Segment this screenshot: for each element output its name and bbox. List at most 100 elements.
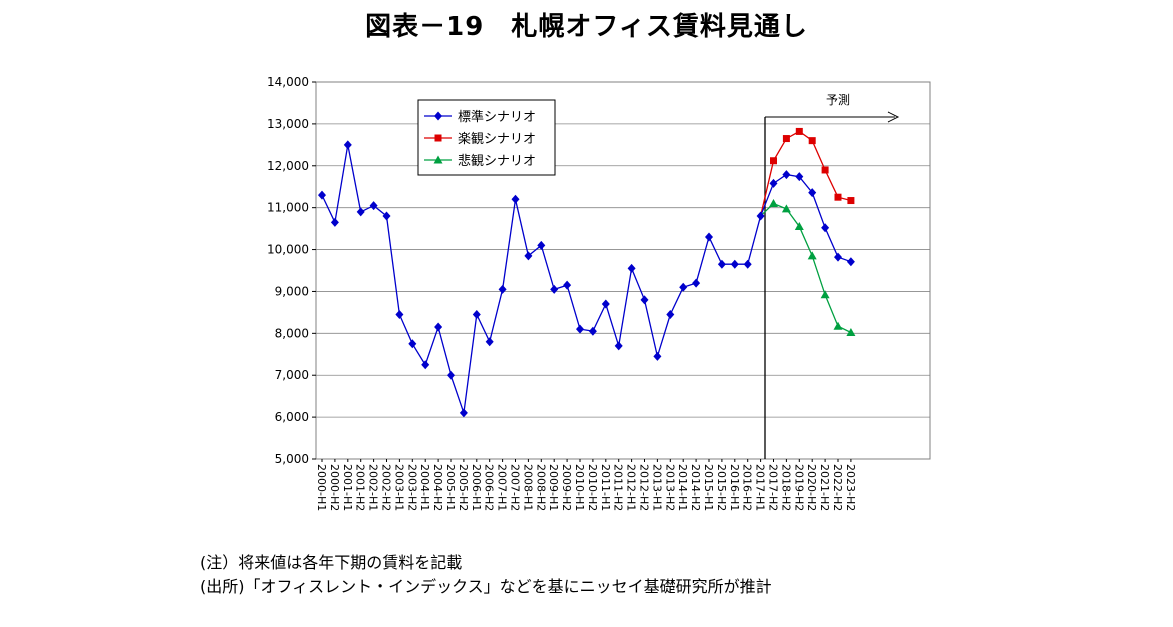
data-point	[820, 290, 830, 299]
x-tick-label: 2002-H1	[367, 464, 380, 511]
data-point	[653, 351, 662, 361]
x-tick-label: 2000-H2	[328, 464, 341, 511]
data-point	[782, 135, 790, 143]
x-tick-label: 2004-H2	[431, 464, 444, 511]
legend-label: 悲観シナリオ	[458, 153, 536, 169]
series-line	[760, 202, 852, 334]
data-point	[847, 197, 855, 205]
data-point	[679, 282, 688, 292]
x-tick-label: 2000-H1	[315, 464, 328, 511]
x-tick-label: 2011-H2	[612, 464, 625, 511]
x-tick-label: 2013-H2	[663, 464, 676, 511]
data-point	[550, 284, 559, 294]
x-tick-label: 2017-H1	[754, 464, 767, 511]
data-point	[834, 193, 842, 201]
data-point	[472, 309, 481, 319]
legend-diamond-icon	[434, 111, 442, 121]
data-point	[794, 222, 804, 231]
y-axis-ticks: 5,000 6,000 7,000 8,000 9,000 10,000 11,000 12,…	[267, 75, 316, 466]
data-point	[808, 137, 816, 145]
data-point	[576, 324, 584, 334]
y-tick-label: 11,000	[267, 201, 309, 215]
note-source: (出所)「オフィスレント・インデックス」などを基にニッセイ基礎研究所が推計	[200, 577, 772, 596]
data-point	[781, 204, 791, 213]
x-tick-label: 2014-H2	[689, 464, 702, 511]
data-point	[601, 299, 610, 309]
data-point	[627, 263, 636, 273]
y-tick-label: 13,000	[267, 117, 309, 131]
data-point	[846, 327, 856, 336]
data-point	[808, 188, 817, 198]
x-tick-label: 2009-H1	[547, 464, 560, 511]
x-tick-label: 2003-H2	[405, 464, 418, 511]
data-point	[833, 321, 843, 330]
x-tick-label: 2006-H2	[483, 464, 496, 511]
x-tick-label: 2004-H1	[418, 464, 431, 511]
note-future-values: (注）将来値は各年下期の賃料を記載	[200, 553, 463, 572]
x-tick-label: 2010-H2	[586, 464, 599, 511]
data-point	[705, 232, 713, 242]
x-tick-label: 2010-H1	[573, 464, 586, 511]
x-tick-label: 2013-H1	[650, 464, 663, 511]
x-tick-label: 2001-H2	[354, 464, 367, 511]
x-tick-label: 2005-H1	[444, 464, 457, 511]
series-line	[321, 144, 852, 414]
legend-square-icon	[434, 134, 442, 142]
data-point	[743, 259, 752, 269]
x-tick-label: 2017-H2	[767, 464, 780, 511]
x-tick-label: 2023-H2	[844, 464, 857, 511]
data-point	[537, 240, 546, 250]
legend-label: 楽観シナリオ	[458, 131, 536, 147]
gridlines	[316, 123, 930, 418]
y-tick-label: 8,000	[275, 326, 309, 340]
x-tick-label: 2011-H1	[599, 464, 612, 511]
y-tick-label: 12,000	[267, 159, 309, 173]
x-tick-label: 2016-H1	[728, 464, 741, 511]
x-axis-ticks: 2000-H1 2000-H2 2001-H1 2001-H2 2002-H1 2002-…	[315, 459, 857, 511]
x-tick-label: 2007-H1	[496, 464, 509, 511]
data-point	[421, 360, 430, 370]
data-point	[795, 172, 804, 182]
data-point	[614, 341, 623, 351]
x-tick-label: 2021-H2	[818, 464, 831, 511]
data-point	[770, 157, 777, 165]
data-point	[563, 280, 572, 290]
x-tick-label: 2015-H1	[702, 464, 715, 511]
data-point	[382, 211, 391, 221]
x-tick-label: 2008-H1	[521, 464, 534, 511]
x-tick-label: 2019-H2	[792, 464, 805, 511]
data-point	[821, 166, 829, 174]
series-group	[318, 127, 856, 418]
x-tick-label: 2016-H2	[741, 464, 754, 511]
data-point	[717, 259, 726, 269]
chart-title: 図表－19 札幌オフィス賃料見通し	[365, 12, 808, 42]
data-point	[730, 259, 739, 269]
data-point	[459, 408, 468, 418]
data-point	[834, 252, 842, 262]
forecast-label: 予測	[826, 93, 850, 107]
x-tick-label: 2001-H1	[341, 464, 354, 511]
x-tick-label: 2006-H1	[470, 464, 483, 511]
x-tick-label: 2002-H2	[380, 464, 393, 511]
x-tick-label: 2007-H2	[509, 464, 522, 511]
data-point	[330, 217, 339, 227]
data-point	[498, 284, 507, 294]
y-tick-label: 7,000	[275, 368, 309, 382]
data-point	[782, 170, 791, 180]
y-tick-label: 14,000	[267, 75, 309, 89]
y-tick-label: 9,000	[275, 284, 309, 298]
data-point	[395, 309, 404, 319]
data-point	[408, 339, 417, 349]
plot-area	[315, 81, 931, 460]
x-tick-label: 2009-H2	[560, 464, 573, 511]
data-point	[821, 223, 830, 233]
x-tick-label: 2008-H2	[534, 464, 547, 511]
data-point	[434, 322, 443, 332]
data-point	[666, 309, 675, 319]
y-tick-label: 6,000	[275, 410, 309, 424]
x-tick-label: 2022-H2	[831, 464, 844, 511]
x-tick-label: 2014-H1	[676, 464, 689, 511]
y-tick-label: 10,000	[267, 243, 309, 257]
y-tick-label: 5,000	[275, 452, 309, 466]
forecast-annotation: 予測	[764, 93, 900, 459]
